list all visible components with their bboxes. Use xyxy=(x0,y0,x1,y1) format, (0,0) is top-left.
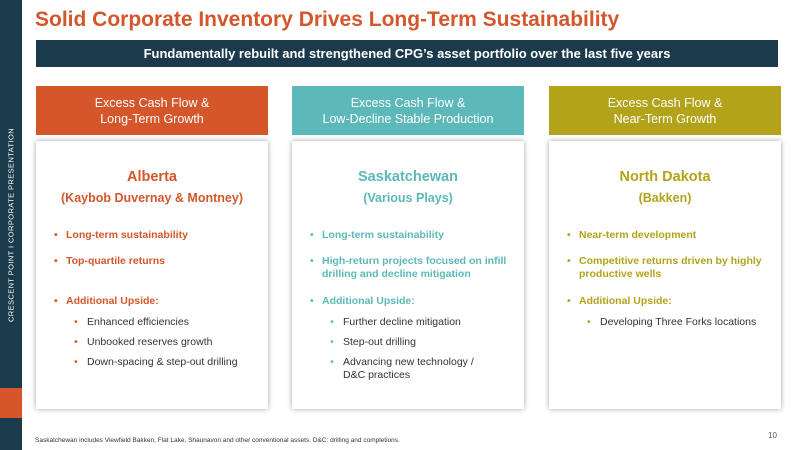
column-header: Excess Cash Flow & Long-Term Growth xyxy=(36,86,268,135)
column-alberta: Excess Cash Flow & Long-Term Growth Albe… xyxy=(36,86,268,409)
column-north-dakota: Excess Cash Flow & Near-Term Growth Nort… xyxy=(549,86,781,409)
sub-bullet: Advancing new technology / xyxy=(310,356,512,369)
bullet-item: Long-term sustainability xyxy=(54,229,256,242)
header-line: Excess Cash Flow & xyxy=(607,95,723,110)
region-title: Alberta xyxy=(127,169,177,185)
region-title: Saskatchewan xyxy=(358,169,458,185)
region-plays: (Bakken) xyxy=(638,191,692,205)
bullet-line: High-return projects focused on infill xyxy=(322,255,507,267)
bullet-list: Near-term development Competitive return… xyxy=(549,229,781,329)
column-header: Excess Cash Flow & Low-Decline Stable Pr… xyxy=(292,86,524,135)
bullet-list: Long-term sustainability Top-quartile re… xyxy=(36,229,268,369)
footnote: Saskatchewan includes Viewfield Bakken, … xyxy=(35,437,400,444)
upside-label: Additional Upside: xyxy=(567,295,769,308)
column-card: North Dakota (Bakken) Near-term developm… xyxy=(549,141,781,409)
sidebar: CRESCENT POINT I CORPORATE PRESENTATION xyxy=(0,0,22,450)
header-line: Near-Term Growth xyxy=(613,111,717,126)
column-saskatchewan: Excess Cash Flow & Low-Decline Stable Pr… xyxy=(292,86,524,409)
page-title: Solid Corporate Inventory Drives Long-Te… xyxy=(35,8,620,31)
region-title: North Dakota xyxy=(619,169,711,185)
sub-bullet: Further decline mitigation xyxy=(310,316,512,329)
page-number: 10 xyxy=(768,431,777,440)
bullet-item: Near-term development xyxy=(567,229,769,242)
sub-bullet: Enhanced efficiencies xyxy=(54,316,256,329)
bullet-item: Long-term sustainability xyxy=(310,229,512,242)
column-card: Saskatchewan (Various Plays) Long-term s… xyxy=(292,141,524,409)
bullet-line: drilling and decline mitigation xyxy=(322,268,471,280)
header-line: Excess Cash Flow & xyxy=(94,95,210,110)
sub-bullet-continuation: D&C practices xyxy=(343,369,411,381)
column-header: Excess Cash Flow & Near-Term Growth xyxy=(549,86,781,135)
sidebar-label: CRESCENT POINT I CORPORATE PRESENTATION xyxy=(6,127,16,323)
bullet-list: Long-term sustainability High-return pro… xyxy=(292,229,524,382)
subtitle-banner: Fundamentally rebuilt and strengthened C… xyxy=(36,40,778,67)
bullet-line: Competitive returns driven by highly xyxy=(579,255,762,267)
sidebar-accent xyxy=(0,388,22,418)
bullet-item: High-return projects focused on infill d… xyxy=(310,255,512,281)
sub-bullet: Developing Three Forks locations xyxy=(567,316,769,329)
bullet-line: productive wells xyxy=(579,268,662,280)
region-plays: (Various Plays) xyxy=(363,191,453,205)
header-line: Excess Cash Flow & xyxy=(350,95,466,110)
sub-bullet: Step-out drilling xyxy=(310,336,512,349)
header-line: Low-Decline Stable Production xyxy=(322,111,494,126)
sub-bullet: Unbooked reserves growth xyxy=(54,336,256,349)
region-plays: (Kaybob Duvernay & Montney) xyxy=(61,191,243,205)
bullet-item: Top-quartile returns xyxy=(54,255,256,268)
upside-label: Additional Upside: xyxy=(54,295,256,308)
sub-bullet: Down-spacing & step-out drilling xyxy=(54,356,256,369)
bullet-item: Competitive returns driven by highly pro… xyxy=(567,255,769,281)
upside-label: Additional Upside: xyxy=(310,295,512,308)
column-card: Alberta (Kaybob Duvernay & Montney) Long… xyxy=(36,141,268,409)
header-line: Long-Term Growth xyxy=(100,111,204,126)
